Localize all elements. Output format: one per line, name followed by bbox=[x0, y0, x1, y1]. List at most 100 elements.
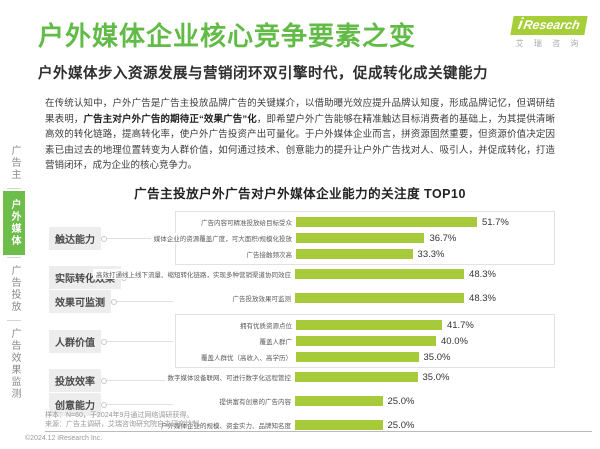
group-connector-line bbox=[101, 235, 173, 242]
group-connector-line bbox=[111, 299, 173, 305]
chart-body: 触达能力 广告内容可精准投放给目标受众 51.7% 媒体企业的资源覆盖广度，可大面积/… bbox=[45, 211, 555, 433]
bar-track: 25.0% bbox=[295, 420, 555, 431]
row-label-text: 覆盖人群广 bbox=[256, 336, 292, 346]
logo-wordmark: Research bbox=[522, 18, 582, 32]
chart-row: 高效打通线上线下流量、缩短转化链路，实现多种营销渠道协同效应 48.3% bbox=[93, 266, 555, 282]
chart-row: 覆盖人群广 40.0% bbox=[176, 333, 554, 349]
report-header: 户外媒体企业核心竞争要素之变 iResearch 艾 瑞 咨 询 户外媒体步入资… bbox=[0, 0, 600, 83]
group-label: 创意能力 bbox=[49, 393, 101, 416]
row-label-text: 广告接触频次高 bbox=[243, 249, 292, 259]
row-label-text: 高效打通线上线下流量、缩短转化链路，实现多种营销渠道协同效应 bbox=[93, 269, 291, 279]
page-subtitle: 户外媒体步入资源发展与营销闭环双引擎时代，促成转化成关键能力 bbox=[38, 66, 488, 82]
section-tabs: 广告主户外媒体广告投放广告效果监测 bbox=[3, 140, 25, 405]
chart-row: 数字媒体设备联网、可进行数字化远程管控 35.0% bbox=[164, 369, 555, 385]
report-footer: 样本：N=60，于2024年9月通过网络调研获得。 来源：广告主调研，艾瑞咨询研… bbox=[0, 411, 600, 443]
footer-source-note: 来源：广告主调研，艾瑞咨询研究院自主研究绘制。 bbox=[45, 421, 206, 428]
logo-chinese-name: 艾 瑞 咨 询 bbox=[515, 39, 583, 48]
chart-group: 投放效率 数字媒体设备联网、可进行数字化远程管控 35.0% bbox=[45, 369, 555, 392]
bar-track: 25.0% bbox=[295, 396, 555, 407]
group-label: 人群价值 bbox=[49, 329, 101, 353]
chart-group: 人群价值 拥有优质资源点位 41.7% 覆盖人群广 40.0% 覆盖人群优（高收入、高学历… bbox=[45, 314, 555, 368]
row-label: 媒体企业的资源覆盖广度，可大面积/规模化投放 bbox=[150, 230, 296, 246]
chart-group: 实际转化效果 高效打通线上线下流量、缩短转化链路，实现多种营销渠道协同效应 48.3… bbox=[45, 266, 555, 289]
group-label: 投放效率 bbox=[49, 369, 101, 392]
tab-divider bbox=[7, 188, 21, 189]
row-label: 户外媒体企业的规模、资金实力、品牌知名度 bbox=[158, 417, 295, 433]
bar-value-label: 25.0% bbox=[387, 395, 415, 407]
group-rows: 提供富有创意的广告内容 25.0% bbox=[175, 393, 555, 416]
bar bbox=[296, 217, 477, 227]
bar-track: 48.3% bbox=[295, 269, 555, 280]
group-label-column: 创意能力 bbox=[45, 393, 175, 416]
group-rows: 拥有优质资源点位 41.7% 覆盖人群广 40.0% 覆盖人群优（高收入、高学历） 35.… bbox=[175, 314, 555, 368]
bar-value-label: 36.7% bbox=[429, 232, 457, 244]
bar-value-label: 35.0% bbox=[422, 371, 450, 383]
bar-track: 33.3% bbox=[296, 249, 554, 260]
row-label-text: 提供富有创意的广告内容 bbox=[216, 396, 291, 406]
sidebar-tab-2[interactable]: 户外媒体 bbox=[3, 191, 25, 255]
chart-group: 效果可监测 广告投放效果可监测 48.3% bbox=[45, 290, 555, 313]
chart-row: 广告接触频次高 33.3% bbox=[176, 246, 554, 262]
row-label: 覆盖人群优（高收入、高学历） bbox=[176, 349, 296, 365]
intro-text-bold: 广告主对户外广告的期待正“效果广告”化 bbox=[83, 113, 257, 125]
row-label: 广告投放效果可监测 bbox=[175, 290, 295, 306]
group-label: 效果可监测 bbox=[49, 290, 111, 313]
row-label-text: 数字媒体设备联网、可进行数字化远程管控 bbox=[164, 372, 291, 382]
sidebar-tab-4[interactable]: 广告效果监测 bbox=[9, 328, 20, 400]
bar bbox=[296, 320, 442, 330]
tab-divider bbox=[7, 320, 21, 321]
bar-track: 48.3% bbox=[295, 293, 555, 304]
group-rows: 广告投放效果可监测 48.3% bbox=[175, 290, 555, 313]
group-label: 触达能力 bbox=[49, 226, 101, 250]
chart-row: 户外媒体企业的规模、资金实力、品牌知名度 25.0% bbox=[158, 417, 555, 433]
bar-value-label: 51.7% bbox=[481, 216, 509, 228]
row-label: 广告接触频次高 bbox=[176, 246, 296, 262]
chart-row: 拥有优质资源点位 41.7% bbox=[176, 317, 554, 333]
bar bbox=[295, 372, 418, 382]
bar bbox=[295, 293, 465, 303]
group-connector-line bbox=[101, 338, 173, 345]
bar-chart: 广告主投放户外广告对户外媒体企业能力的关注度 TOP10 触达能力 广告内容可精准… bbox=[45, 183, 555, 434]
group-label-column: 人群价值 bbox=[45, 314, 175, 368]
sidebar-tab-3[interactable]: 广告投放 bbox=[9, 265, 20, 313]
bar bbox=[296, 233, 425, 243]
bar-track: 40.0% bbox=[296, 336, 554, 347]
bar-value-label: 48.3% bbox=[469, 268, 496, 280]
bar-value-label: 33.3% bbox=[417, 248, 445, 260]
chart-row: 覆盖人群优（高收入、高学历） 35.0% bbox=[176, 349, 554, 365]
chart-group: 触达能力 广告内容可精准投放给目标受众 51.7% 媒体企业的资源覆盖广度，可大面积/… bbox=[45, 211, 555, 265]
bar-track: 41.7% bbox=[296, 320, 554, 331]
intro-text-post: ，即希望户外广告能够在精准触达目标消费者的基础上，为其提供清晰高效的转化链路，提… bbox=[45, 113, 555, 172]
row-label: 数字媒体设备联网、可进行数字化远程管控 bbox=[164, 369, 295, 385]
sidebar-tab-1[interactable]: 广告主 bbox=[9, 145, 20, 181]
footer-sample-note: 样本：N=60，于2024年9月通过网络调研获得。 bbox=[45, 412, 194, 419]
intro-paragraph: 在传统认知中，户外广告是广告主投放品牌广告的关键媒介，以借助曝光效应提升品牌认知… bbox=[45, 96, 555, 174]
page-title: 户外媒体企业核心竞争要素之变 bbox=[38, 21, 417, 51]
footer-divider bbox=[45, 431, 592, 432]
bar-track: 35.0% bbox=[295, 372, 555, 383]
row-label-text: 广告投放效果可监测 bbox=[229, 293, 291, 303]
bar bbox=[295, 269, 465, 279]
tab-divider bbox=[7, 257, 21, 258]
row-label-text: 媒体企业的资源覆盖广度，可大面积/规模化投放 bbox=[150, 233, 292, 243]
bar-value-label: 25.0% bbox=[387, 419, 415, 431]
row-label: 高效打通线上线下流量、缩短转化链路，实现多种营销渠道协同效应 bbox=[93, 266, 295, 282]
chart-row: 广告投放效果可监测 48.3% bbox=[175, 290, 555, 306]
row-label-text: 广告内容可精准投放给目标受众 bbox=[198, 217, 292, 227]
row-label: 提供富有创意的广告内容 bbox=[175, 393, 295, 409]
group-rows: 数字媒体设备联网、可进行数字化远程管控 35.0% bbox=[164, 369, 555, 392]
row-label: 广告内容可精准投放给目标受众 bbox=[176, 214, 296, 230]
row-label-text: 户外媒体企业的规模、资金实力、品牌知名度 bbox=[158, 420, 291, 430]
group-label-column: 触达能力 bbox=[45, 211, 175, 265]
bar-track: 35.0% bbox=[296, 352, 554, 363]
chart-row: 广告内容可精准投放给目标受众 51.7% bbox=[176, 214, 554, 230]
bar bbox=[295, 396, 383, 406]
row-label: 覆盖人群广 bbox=[176, 333, 296, 349]
row-label-text: 覆盖人群优（高收入、高学历） bbox=[198, 352, 292, 362]
bar bbox=[295, 420, 383, 430]
bar-value-label: 40.0% bbox=[441, 335, 468, 347]
bar bbox=[296, 249, 413, 259]
group-rows: 广告内容可精准投放给目标受众 51.7% 媒体企业的资源覆盖广度，可大面积/规模化投… bbox=[150, 211, 555, 265]
intro-text-pre: 在传统认知中，户外广告是广告主投放品牌广告的关键媒介，以借助曝光效应提升品牌认知… bbox=[45, 98, 555, 125]
